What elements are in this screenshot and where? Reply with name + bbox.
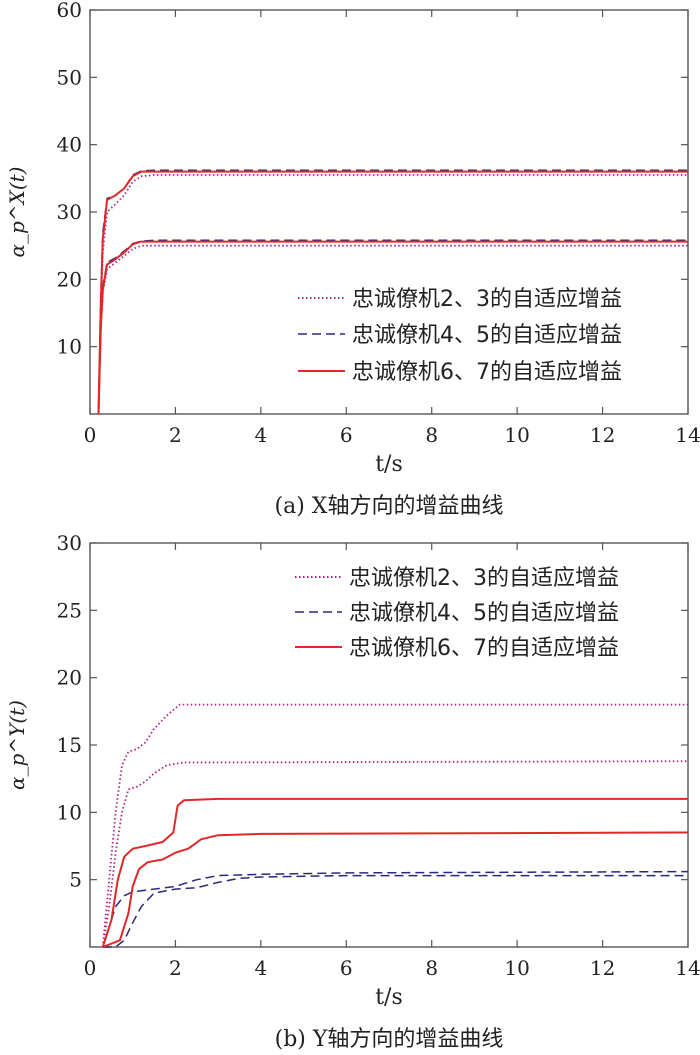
legend-b-label-1: 忠诚僚机2、3的自适应增益: [349, 566, 619, 591]
chart-a-xtick-label-7: 14: [675, 423, 700, 447]
chart-a-xtick-label-5: 10: [504, 423, 529, 447]
chart-b-ticks: 0 2 4 6 8 10 12 14 5 10 15 20 25 30: [57, 531, 700, 980]
chart-b-caption: (b) Y轴方向的增益曲线: [275, 1027, 504, 1052]
chart-b-xtick-label-2: 4: [254, 956, 267, 980]
legend-a-label-2: 忠诚僚机4、5的自适应增益: [352, 323, 622, 348]
chart-a-xlabel: t/s: [375, 452, 403, 477]
chart-b-series-0-line-0: [101, 703, 688, 948]
chart-b-xtick-label-5: 10: [504, 956, 529, 980]
chart-a-lines: [97, 169, 688, 415]
chart-a-ytick-label-0: 10: [57, 335, 82, 359]
chart-a-xtick-label-3: 6: [340, 423, 353, 447]
legend-b-label-3: 忠诚僚机6、7的自适应增益: [349, 636, 619, 661]
chart-a-ytick-label-3: 40: [57, 133, 82, 157]
chart-b-legend: 忠诚僚机2、3的自适应增益 忠诚僚机4、5的自适应增益 忠诚僚机6、7的自适应增…: [295, 566, 619, 661]
chart-b-series-2-line-1: [102, 831, 689, 948]
chart-a-xtick-label-4: 8: [425, 423, 438, 447]
legend-b-label-2: 忠诚僚机4、5的自适应增益: [349, 601, 619, 626]
chart-b-ytick-label-4: 25: [57, 598, 82, 622]
chart-b-series-2-line-0: [101, 797, 688, 948]
chart-b-xtick-label-0: 0: [84, 956, 97, 980]
chart-b-series-0-line-1: [101, 760, 689, 948]
chart-a-frame: [89, 9, 689, 415]
chart-b-series-1-line-0: [102, 870, 689, 948]
chart-a-ylabel: α_p^X(t): [5, 167, 29, 258]
chart-a-series-2-line-1: [97, 240, 688, 415]
chart-b-series-1-line-1: [102, 874, 688, 948]
chart-b-xlabel: t/s: [375, 985, 403, 1010]
chart-a: 0 2 4 6 8 10 12 14 10 20 30 40 50 60 忠诚僚机2、3的自适应增益 忠诚…: [5, 0, 700, 519]
legend-a-label-3: 忠诚僚机6、7的自适应增益: [352, 360, 622, 385]
chart-b-ytick-label-2: 15: [57, 733, 82, 757]
chart-b-xtick-label-6: 12: [590, 956, 615, 980]
chart-a-legend: 忠诚僚机2、3的自适应增益 忠诚僚机4、5的自适应增益 忠诚僚机6、7的自适应增…: [298, 287, 622, 385]
chart-a-series-2-line-0: [97, 170, 688, 415]
chart-a-xtick-label-0: 0: [84, 423, 97, 447]
chart-b-xtick-label-4: 8: [425, 956, 438, 980]
legend-a-label-1: 忠诚僚机2、3的自适应增益: [352, 287, 622, 312]
chart-b-ytick-label-5: 30: [57, 531, 82, 555]
chart-a-ytick-label-5: 60: [57, 0, 82, 22]
chart-a-series-0-line-0: [97, 174, 688, 415]
chart-b-xtick-label-3: 6: [340, 956, 353, 980]
chart-b-ytick-label-3: 20: [57, 666, 82, 690]
chart-b-xtick-label-1: 2: [169, 956, 182, 980]
chart-b-xtick-label-7: 14: [675, 956, 700, 980]
chart-a-ytick-label-1: 20: [57, 267, 82, 291]
chart-b-ytick-label-0: 5: [69, 868, 82, 892]
chart-b-ylabel: α_p^Y(t): [5, 700, 29, 790]
chart-b-lines: [101, 703, 689, 948]
chart-a-xtick-label-1: 2: [169, 423, 182, 447]
chart-a-caption: (a) X轴方向的增益曲线: [275, 494, 504, 519]
chart-b-ytick-label-1: 10: [57, 800, 82, 824]
chart-a-ytick-label-2: 30: [57, 200, 82, 224]
chart-b: 0 2 4 6 8 10 12 14 5 10 15 20 25 30 忠诚僚机2、3的自适应增益 忠诚僚…: [5, 531, 700, 1052]
chart-a-ticks: 0 2 4 6 8 10 12 14 10 20 30 40 50 60: [57, 0, 700, 447]
chart-a-ytick-label-4: 50: [57, 65, 82, 89]
chart-a-xtick-label-2: 4: [254, 423, 267, 447]
chart-a-xtick-label-6: 12: [590, 423, 615, 447]
